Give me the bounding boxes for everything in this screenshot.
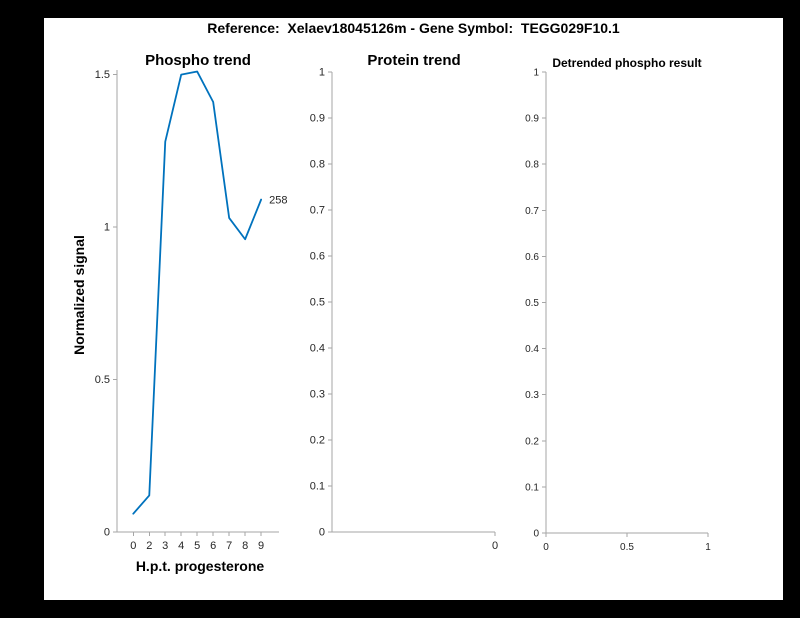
detrended-phospho-result-x-tick-label: 0 [543,542,549,553]
phospho-trend-y-tick-label: 1.5 [95,69,110,81]
detrended-phospho-result-title: Detrended phospho result [552,56,702,70]
phospho-trend-line [132,70,263,515]
detrended-phospho-result-y-tick-label: 0.3 [525,390,539,401]
protein-trend-y-tick-label: 0.1 [310,481,325,493]
phospho-trend-x-tick-label: 3 [162,540,168,552]
phospho-trend-y-tick-label: 0 [104,527,110,539]
phospho-trend-x-tick-label: 5 [194,540,200,552]
figure-title: Reference: Xelaev18045126m - Gene Symbol… [207,20,620,36]
protein-trend-y-tick-label: 0.6 [310,251,325,263]
detrended-phospho-result-y-tick-label: 0 [533,529,539,540]
detrended-phospho-result-y-tick-label: 0.7 [525,206,539,217]
phospho-trend-x-tick-label: 6 [210,540,216,552]
detrended-phospho-result-y-tick-label: 0.8 [525,160,539,171]
detrended-phospho-result-y-tick-label: 0.4 [525,344,539,355]
detrended-phospho-result-x-tick-label: 1 [705,542,711,553]
detrended-phospho-result-x-tick-label: 0.5 [620,542,634,553]
protein-trend-title: Protein trend [367,52,461,69]
detrended-phospho-result-plot: 0 0.1 0.2 0.3 0.4 0.5 0.6 0.7 0.8 0.9 1 0 0.5 1 [525,68,711,554]
detrended-phospho-result-y-tick-label: 0.1 [525,482,539,493]
protein-trend-y-tick-label: 0.5 [310,297,325,309]
protein-trend-y-tick-label: 0.7 [310,205,325,217]
figure-canvas: Reference: Xelaev18045126m - Gene Symbol… [44,18,783,600]
detrended-phospho-result-y-tick-label: 0.9 [525,114,539,125]
detrended-phospho-result-y-tick-label: 0.5 [525,298,539,309]
phospho-trend-x-tick-label: 2 [146,540,152,552]
protein-trend-plot: 0 0.1 0.2 0.3 0.4 0.5 0.6 0.7 0.8 0.9 1 0 [310,67,498,553]
protein-trend-y-tick-label: 1 [319,67,325,79]
protein-trend-y-tick-label: 0.3 [310,389,325,401]
protein-trend-y-tick-label: 0 [319,527,325,539]
plots-canvas: 00.511.50 2 3 4 5 6 7 8 925800.10.20.30.40.50.60… [95,67,712,554]
phospho-trend-x-tick-label: 8 [242,540,248,552]
phospho-trend-x-tick-label: 7 [226,540,232,552]
phospho-trend-xlabel: H.p.t. progesterone [135,558,265,574]
protein-trend-y-tick-label: 0.8 [310,159,325,171]
protein-trend-y-tick-label: 0.9 [310,113,325,125]
phospho-trend-y-tick-label: 0.5 [95,374,110,386]
detrended-phospho-result-y-tick-label: 0.6 [525,252,539,263]
detrended-phospho-result-y-tick-label: 0.2 [525,436,539,447]
phospho-trend-x-tick-label: 4 [178,540,184,552]
protein-trend-x-tick-label: 0 [492,540,498,552]
phospho-trend-y-tick-label: 1 [104,222,110,234]
detrended-phospho-result-y-tick-label: 1 [533,68,539,79]
phospho-trend-title: Phospho trend [145,52,251,69]
phospho-trend-endpoint-label: 258 [269,195,287,207]
phospho-trend-x-tick-label: 0 [130,540,136,552]
protein-trend-y-tick-label: 0.2 [310,435,325,447]
phospho-trend-x-tick-label: 9 [258,540,264,552]
protein-trend-y-tick-label: 0.4 [310,343,325,355]
